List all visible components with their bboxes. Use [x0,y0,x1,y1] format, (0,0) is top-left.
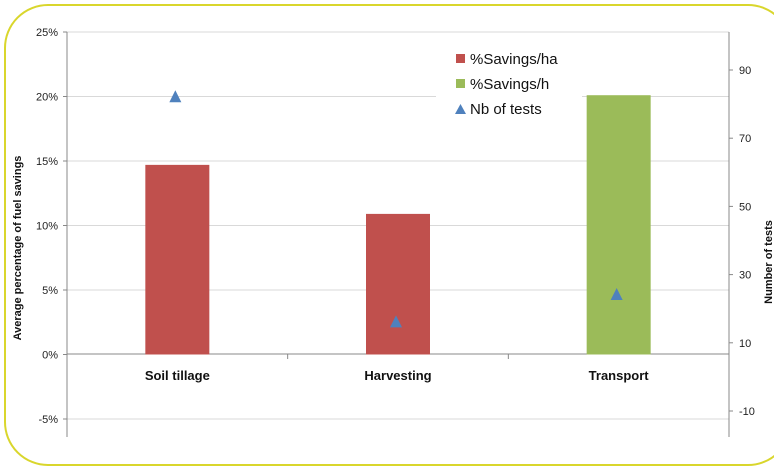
y2-tick-label: 30 [739,270,751,282]
bar [586,95,651,355]
legend: %Savings/ha %Savings/h Nb of tests [436,44,582,126]
tests-marker [169,90,182,103]
category-label: Harvesting [364,368,431,383]
y2-tick-label: -10 [739,406,755,418]
bar [366,213,430,355]
legend-swatch-savings-ha [456,54,465,63]
y2-tick-label: 70 [739,133,751,145]
legend-label-savings-h: %Savings/h [470,76,549,93]
tests-marker [610,288,623,301]
legend-label-savings-ha: %Savings/ha [470,51,558,68]
legend-swatch-savings-h [456,79,465,88]
category-labels: Soil tillage Harvesting Transport [145,368,649,383]
y-tick-label: 5% [42,285,58,297]
category-label: Transport [589,368,650,383]
y-axis-label: Average percentage of fuel savings [12,156,24,341]
right-axis-ticks: 90 70 50 30 10 -10 [729,65,755,418]
y2-tick-label: 50 [739,201,751,213]
category-label: Soil tillage [145,368,210,383]
bar [145,164,210,355]
left-axis-ticks: 25% 20% 15% 10% 5% 0% -5% [36,27,67,426]
y-tick-label: -5% [38,414,58,426]
y-tick-label: 25% [36,27,58,39]
legend-label-tests: Nb of tests [470,101,542,118]
legend-marker-tests [455,104,466,114]
y2-axis-label: Number of tests [763,220,774,304]
bars [145,95,651,355]
y-tick-label: 15% [36,156,58,168]
tests-marker [390,315,402,328]
y2-tick-label: 10 [739,338,751,350]
y-tick-label: 0% [42,350,58,362]
y-tick-label: 10% [36,221,58,233]
y-tick-label: 20% [36,92,58,104]
test-markers [169,90,623,328]
y2-tick-label: 90 [739,65,751,77]
